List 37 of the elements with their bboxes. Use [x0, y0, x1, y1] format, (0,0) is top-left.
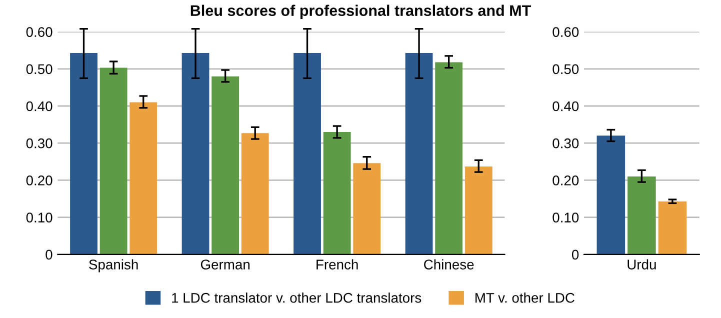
y-tick-label: 0.30: [26, 138, 52, 148]
bar: [241, 133, 269, 254]
legend-label: 1 LDC translator v. other LDC translators: [172, 292, 422, 303]
bar: [596, 136, 626, 254]
bar: [405, 52, 433, 254]
x-tick-label: Chinese: [424, 259, 474, 270]
y-tick-label: 0: [46, 250, 52, 260]
bar: [323, 132, 351, 254]
bar: [212, 76, 240, 254]
bar: [435, 62, 463, 254]
bar: [294, 52, 321, 254]
y-tick-label: 0.60: [26, 27, 52, 37]
bar: [658, 201, 687, 254]
bar: [628, 176, 656, 254]
bar: [182, 52, 210, 254]
y-tick-label: 0.10: [26, 212, 52, 222]
x-tick-label: Spanish: [89, 259, 138, 272]
y-tick-label: 0.20: [552, 176, 579, 186]
y-tick-label: 0: [572, 250, 579, 260]
bar: [100, 68, 128, 254]
y-tick-label: 0.10: [552, 212, 579, 222]
legend-label: MT v. other LDC: [476, 292, 574, 303]
chart-title: Bleu scores of professional translators and MT: [190, 4, 531, 20]
x-tick-label: French: [316, 259, 358, 270]
y-tick-label: 0.40: [552, 101, 579, 112]
bar: [130, 102, 158, 254]
y-tick-label: 0.50: [26, 64, 52, 74]
y-tick-label: 0.30: [552, 138, 579, 148]
y-tick-label: 0.20: [26, 176, 52, 186]
y-tick-label: 0.40: [26, 101, 52, 112]
x-tick-label: German: [200, 260, 250, 270]
bar: [353, 163, 381, 254]
x-tick-label: Urdu: [628, 259, 656, 270]
bar: [70, 52, 98, 254]
y-tick-label: 0.60: [552, 27, 579, 37]
bar: [464, 166, 492, 254]
y-tick-label: 0.50: [552, 64, 579, 74]
